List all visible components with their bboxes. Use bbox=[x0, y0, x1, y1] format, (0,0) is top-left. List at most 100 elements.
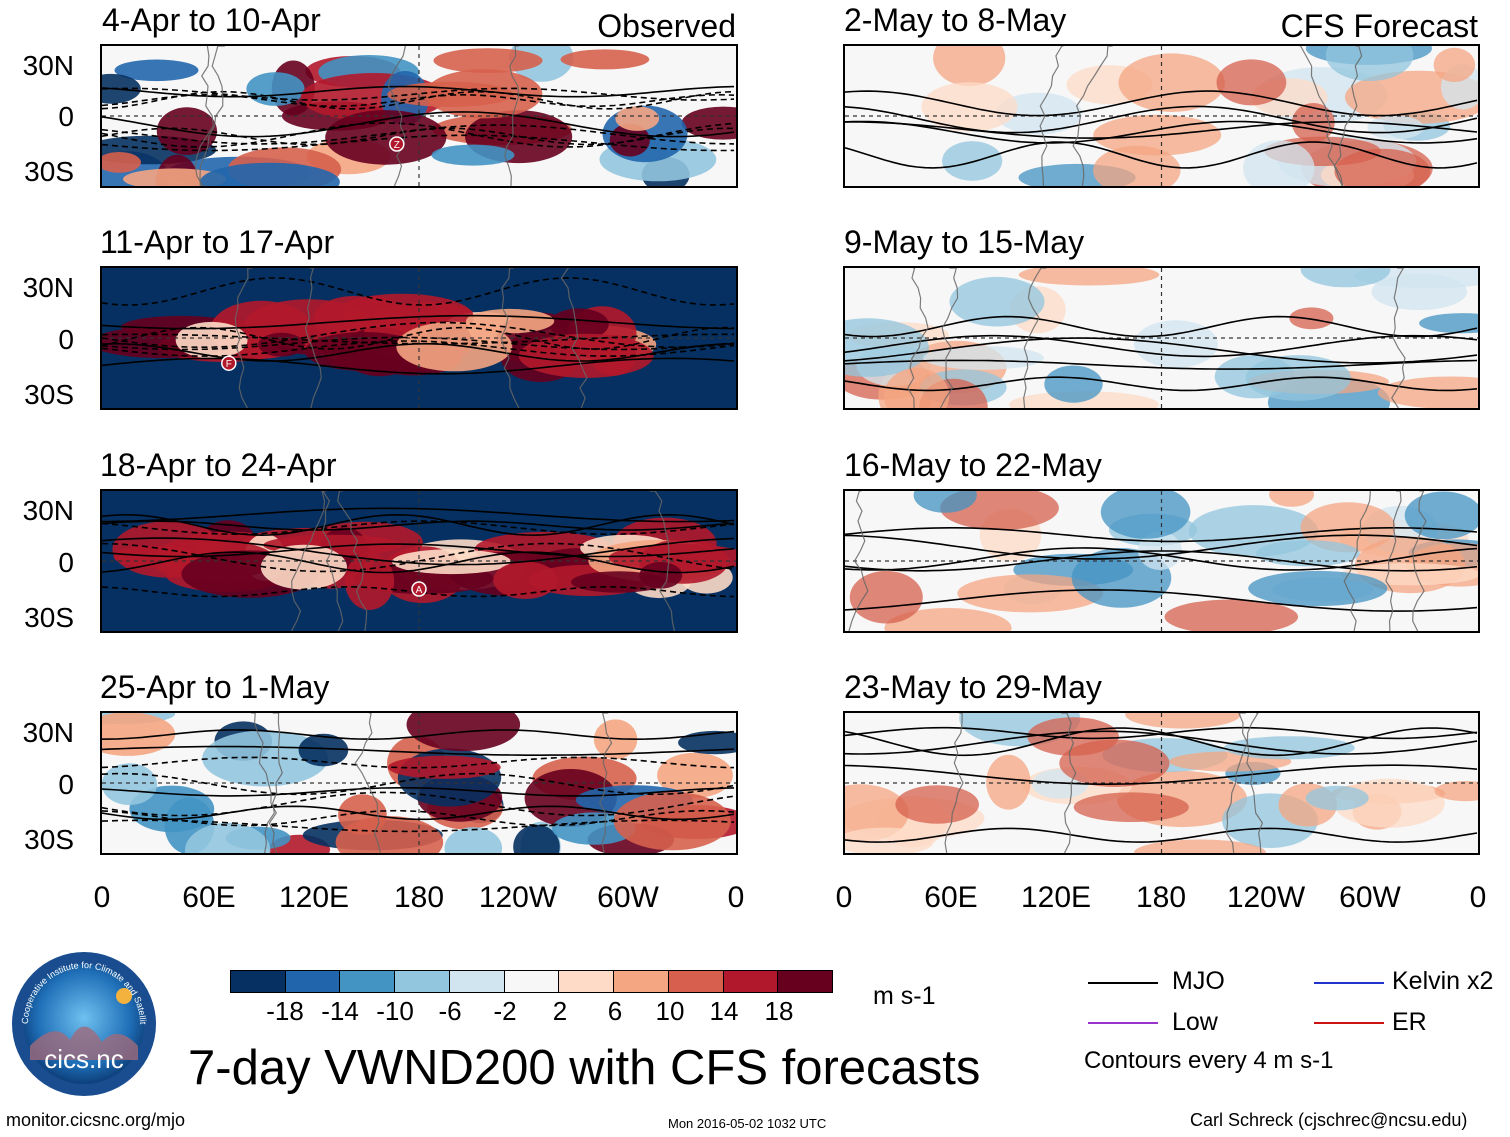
contour-line bbox=[102, 542, 735, 573]
coastline bbox=[599, 713, 613, 853]
contour-line bbox=[102, 772, 735, 796]
colorbar-tick: 2 bbox=[552, 996, 568, 1026]
y-tick-30n: 30N bbox=[22, 50, 74, 81]
contour-line bbox=[845, 121, 1478, 139]
y-tick-30s: 30S bbox=[24, 379, 74, 410]
x-tick: 60W bbox=[1339, 881, 1401, 914]
y-tick-eq: 0 bbox=[58, 101, 74, 132]
colorbar-tick: -18 bbox=[266, 996, 304, 1026]
coastline bbox=[848, 491, 869, 631]
contour-line bbox=[102, 134, 735, 152]
contour-line bbox=[845, 120, 1478, 144]
anomaly-blob bbox=[1044, 365, 1103, 403]
anomaly-blob bbox=[949, 276, 1045, 327]
x-tick: 60E bbox=[182, 881, 236, 914]
coastline bbox=[1023, 268, 1047, 408]
right-panel-3-title: 16-May to 22-May bbox=[844, 447, 1102, 483]
anomaly-blob bbox=[845, 827, 934, 853]
contour-line bbox=[102, 90, 735, 110]
coastline bbox=[1061, 713, 1077, 853]
contour-line bbox=[102, 326, 735, 350]
logo-text: cics.nc bbox=[44, 1044, 123, 1074]
contour-line bbox=[845, 827, 1478, 843]
contour-line bbox=[845, 141, 1478, 169]
anomaly-blob bbox=[1256, 540, 1360, 567]
contour-line bbox=[102, 791, 735, 817]
contour-line bbox=[845, 90, 1478, 117]
contour-line bbox=[102, 111, 735, 138]
coastline bbox=[321, 491, 344, 631]
contour-line bbox=[845, 550, 1478, 572]
anomaly-blob bbox=[845, 784, 909, 843]
coastline bbox=[650, 491, 675, 631]
colorbar-swatch bbox=[723, 971, 779, 992]
anomaly-blob bbox=[1377, 376, 1478, 408]
anomaly-blob bbox=[678, 730, 736, 755]
anomaly-blob bbox=[957, 574, 1104, 613]
x-tick: 0 bbox=[93, 881, 111, 914]
y-tick-eq: 0 bbox=[58, 769, 74, 800]
y-tick-eq: 0 bbox=[58, 547, 74, 578]
contour-line bbox=[102, 787, 735, 797]
right-map-1 bbox=[843, 44, 1480, 188]
contour-line bbox=[102, 551, 735, 574]
anomaly-blob bbox=[199, 162, 340, 186]
coastline bbox=[290, 491, 327, 631]
anomaly-blob bbox=[995, 92, 1082, 135]
y-tick-eq: 0 bbox=[58, 324, 74, 355]
anomaly-blob bbox=[1367, 115, 1424, 140]
legend-label-low: Low bbox=[1172, 1008, 1218, 1036]
anomaly-blob bbox=[185, 822, 271, 853]
right-map-3 bbox=[843, 489, 1480, 633]
anomaly-blob bbox=[431, 144, 515, 166]
forecast-label: CFS Forecast bbox=[1280, 8, 1478, 44]
anomaly-blob bbox=[1018, 268, 1160, 286]
legend-note: Contours every 4 m s-1 bbox=[1084, 1047, 1334, 1074]
anomaly-blob bbox=[681, 106, 736, 140]
colorbar-tick: 6 bbox=[607, 996, 623, 1026]
anomaly-blob bbox=[493, 561, 558, 599]
right-map-2 bbox=[843, 266, 1480, 410]
coastline bbox=[1391, 268, 1406, 408]
observed-label: Observed bbox=[597, 8, 736, 44]
anomaly-blob bbox=[1093, 145, 1181, 186]
contour-line bbox=[845, 764, 1478, 785]
contour-line bbox=[102, 805, 735, 821]
anomaly-blob bbox=[102, 713, 176, 756]
legend-label-mjo: MJO bbox=[1172, 967, 1225, 995]
colorbar-tick: -10 bbox=[376, 996, 414, 1026]
anomaly-blob bbox=[513, 824, 560, 853]
coastline bbox=[251, 713, 278, 853]
x-tick: 180 bbox=[1135, 881, 1187, 914]
contour-line bbox=[102, 756, 735, 769]
anomaly-blob bbox=[433, 48, 543, 73]
x-tick: 0 bbox=[835, 881, 853, 914]
anomaly-blob bbox=[1164, 599, 1299, 631]
contour-line bbox=[102, 357, 735, 375]
colorbar-tick: -2 bbox=[493, 996, 517, 1026]
colorbar-tick: -14 bbox=[321, 996, 359, 1026]
right-panel-1-title: 2-May to 8-May bbox=[844, 2, 1067, 38]
contour-line bbox=[102, 122, 735, 148]
footer-url[interactable]: monitor.cicsnc.org/mjo bbox=[6, 1110, 186, 1130]
colorbar-swatch bbox=[231, 971, 286, 992]
anomaly-blob bbox=[391, 549, 512, 575]
anomaly-blob bbox=[246, 72, 305, 106]
legend-line-mjo bbox=[1088, 982, 1158, 984]
anomaly-blob bbox=[325, 110, 447, 165]
anomaly-blob bbox=[1100, 491, 1191, 539]
main-title: 7-day VWND200 with CFS forecasts bbox=[188, 1041, 981, 1095]
anomaly-blob bbox=[1300, 268, 1391, 288]
left-panel-3-title: 18-Apr to 24-Apr bbox=[100, 447, 337, 483]
anomaly-blob bbox=[639, 562, 683, 589]
y-tick-30n: 30N bbox=[22, 495, 74, 526]
coastline bbox=[500, 268, 520, 408]
y-tick-30n: 30N bbox=[22, 717, 74, 748]
anomaly-blob bbox=[1073, 792, 1189, 822]
coastline bbox=[354, 713, 381, 853]
storm-marker bbox=[221, 355, 237, 371]
contour-line bbox=[102, 543, 735, 558]
contour-line bbox=[102, 745, 735, 756]
anomaly-blob bbox=[298, 733, 349, 767]
right-panel-2-title: 9-May to 15-May bbox=[844, 224, 1085, 260]
